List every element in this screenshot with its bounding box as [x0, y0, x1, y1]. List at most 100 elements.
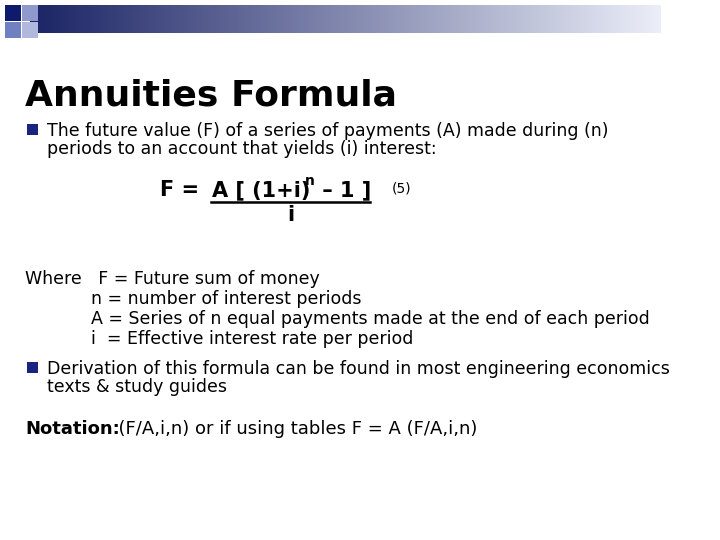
Bar — [77, 5, 80, 33]
Bar — [35, 5, 37, 33]
Bar — [383, 5, 385, 33]
Bar — [413, 5, 415, 33]
Bar — [602, 5, 604, 33]
Bar — [145, 5, 148, 33]
Bar — [652, 5, 654, 33]
Bar — [534, 5, 536, 33]
Bar — [597, 5, 600, 33]
Bar — [480, 5, 483, 33]
Bar — [74, 5, 76, 33]
Bar — [84, 5, 86, 33]
Text: periods to an account that yields (i) interest:: periods to an account that yields (i) in… — [47, 140, 436, 158]
Bar — [471, 5, 474, 33]
Bar — [33, 5, 36, 33]
Bar — [162, 5, 165, 33]
Bar — [137, 5, 140, 33]
Bar — [643, 5, 645, 33]
Bar — [378, 5, 381, 33]
Bar — [135, 5, 138, 33]
Bar — [594, 5, 596, 33]
Bar — [219, 5, 222, 33]
Bar — [641, 5, 644, 33]
Bar — [57, 5, 59, 33]
Bar — [428, 5, 431, 33]
Bar — [176, 5, 179, 33]
Bar — [318, 5, 321, 33]
Bar — [552, 5, 554, 33]
Bar — [603, 5, 606, 33]
Bar — [99, 5, 102, 33]
Bar — [485, 5, 487, 33]
Bar — [22, 5, 38, 21]
Bar — [139, 5, 141, 33]
Bar — [204, 5, 207, 33]
Bar — [148, 5, 150, 33]
Bar — [120, 5, 122, 33]
Bar — [504, 5, 507, 33]
Bar — [410, 5, 412, 33]
Bar — [526, 5, 528, 33]
Bar — [333, 5, 335, 33]
Bar — [268, 5, 271, 33]
Bar — [562, 5, 565, 33]
Bar — [387, 5, 390, 33]
Bar — [210, 5, 212, 33]
Bar — [657, 5, 660, 33]
Bar — [582, 5, 585, 33]
Text: Derivation of this formula can be found in most engineering economics: Derivation of this formula can be found … — [47, 360, 670, 378]
Bar — [411, 5, 414, 33]
Text: n = number of interest periods: n = number of interest periods — [25, 290, 361, 308]
Bar — [170, 5, 173, 33]
Bar — [263, 5, 266, 33]
Bar — [94, 5, 97, 33]
Bar — [151, 5, 154, 33]
Bar — [531, 5, 534, 33]
Bar — [590, 5, 593, 33]
Bar — [479, 5, 482, 33]
Bar — [203, 5, 206, 33]
Bar — [158, 5, 160, 33]
Bar — [585, 5, 587, 33]
Bar — [639, 5, 642, 33]
Bar — [472, 5, 475, 33]
Bar — [66, 5, 69, 33]
Bar — [236, 5, 239, 33]
Bar — [351, 5, 354, 33]
Bar — [622, 5, 625, 33]
Bar — [575, 5, 577, 33]
Bar — [505, 5, 508, 33]
Bar — [27, 362, 38, 373]
Bar — [287, 5, 289, 33]
Text: Where   F = Future sum of money: Where F = Future sum of money — [25, 270, 320, 288]
Bar — [312, 5, 315, 33]
Bar — [613, 5, 616, 33]
Bar — [30, 5, 32, 33]
Bar — [294, 5, 297, 33]
Bar — [5, 5, 21, 21]
Bar — [132, 5, 135, 33]
Bar — [110, 5, 113, 33]
Bar — [614, 5, 617, 33]
Bar — [131, 5, 133, 33]
Bar — [627, 5, 629, 33]
Bar — [296, 5, 299, 33]
Bar — [255, 5, 258, 33]
Bar — [282, 5, 284, 33]
Bar — [366, 5, 368, 33]
Bar — [343, 5, 346, 33]
Bar — [225, 5, 228, 33]
Bar — [140, 5, 143, 33]
Bar — [364, 5, 366, 33]
Bar — [143, 5, 146, 33]
Bar — [195, 5, 198, 33]
Bar — [631, 5, 634, 33]
Bar — [463, 5, 466, 33]
Bar — [392, 5, 395, 33]
Bar — [462, 5, 464, 33]
Bar — [273, 5, 275, 33]
Bar — [520, 5, 523, 33]
Bar — [246, 5, 248, 33]
Bar — [122, 5, 124, 33]
Bar — [557, 5, 560, 33]
Bar — [90, 5, 92, 33]
